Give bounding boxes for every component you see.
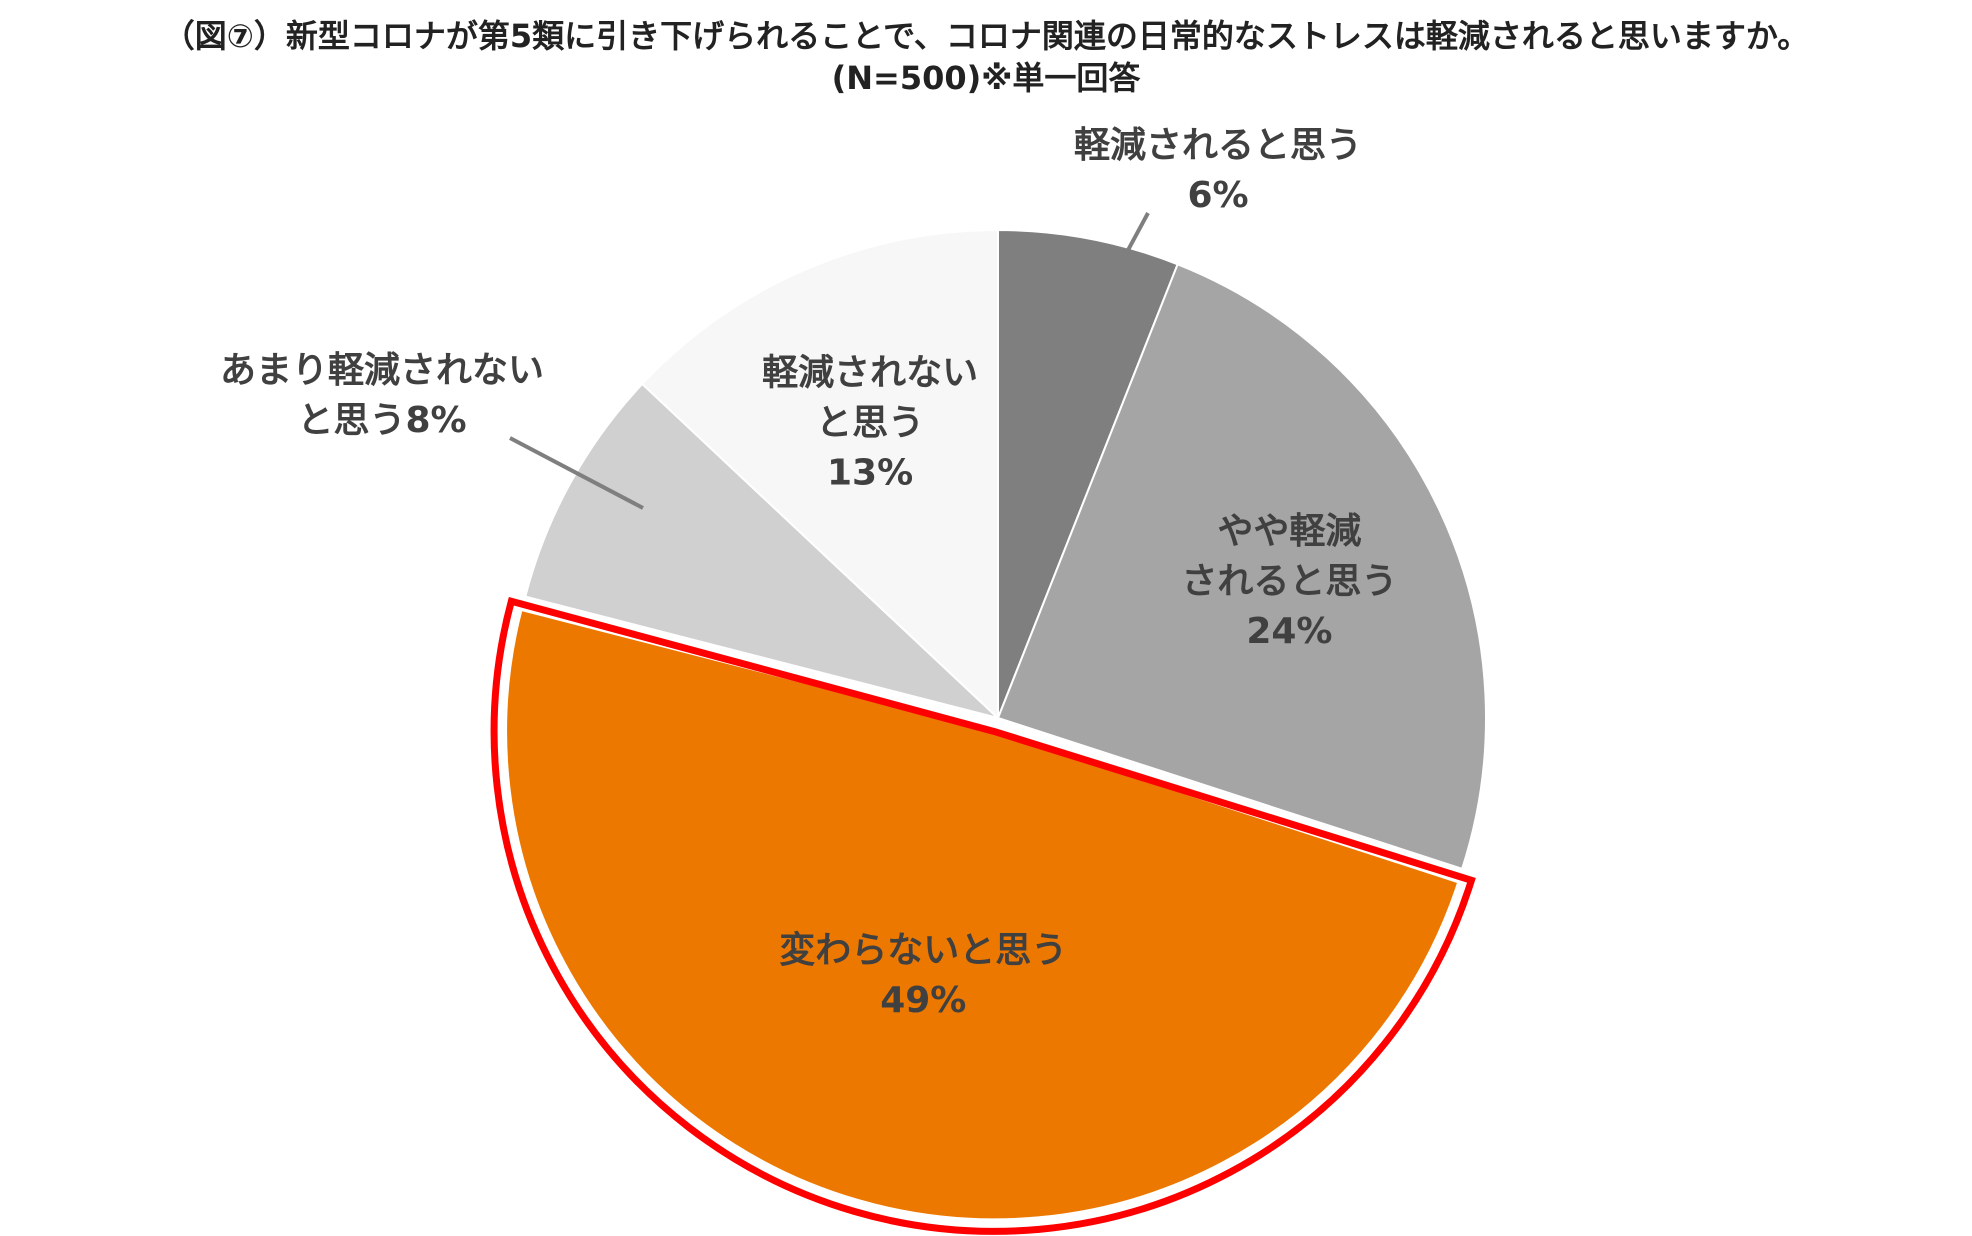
pie-slices (505, 228, 1487, 1221)
slice-label-line: 6% (1187, 175, 1248, 216)
chart-title: （図⑦）新型コロナが第5類に引き下げられることで、コロナ関連の日常的なストレスは… (162, 17, 1810, 55)
slice-label-line: と思う8% (297, 400, 466, 441)
slice-label-line: 13% (827, 452, 913, 493)
pie-slice-not-reduced (640, 228, 999, 721)
slice-label-line: 変わらないと思う (779, 929, 1067, 971)
slice-label-not-very-reduced: あまり軽減されないと思う8% (220, 350, 544, 441)
slice-labels: 軽減されると思う 6% やや軽減されると思う 24% 変わらないと思う 49% あまり軽減さ… (220, 125, 1397, 1021)
slice-label-line: と思う (816, 402, 924, 443)
pie-slice-unchanged (505, 608, 1460, 1221)
slice-label-unchanged: 変わらないと思う 49% (779, 929, 1067, 1021)
slice-label-line: 軽減されない (762, 352, 978, 393)
slice-label-line: されると思う (1181, 561, 1397, 602)
highlight-outline (490, 597, 1476, 1235)
leader-line-reduced (1083, 212, 1150, 331)
slice-label-line: 軽減されると思う (1074, 125, 1362, 166)
pie-slice-reduced (997, 228, 1179, 719)
slice-label-somewhat-reduced: やや軽減されると思う 24% (1181, 511, 1397, 652)
pie-slice-not-very-reduced (524, 382, 999, 719)
slice-label-not-reduced: 軽減されないと思う 13% (762, 352, 978, 493)
slice-label-line: 49% (880, 980, 966, 1021)
highlight-border-unchanged (490, 597, 1476, 1235)
pie-slice-somewhat-reduced (996, 262, 1487, 871)
slice-label-line: やや軽減 (1217, 511, 1361, 552)
leader-lines (509, 212, 1150, 510)
slice-label-line: 24% (1246, 611, 1332, 652)
slice-label-line: あまり軽減されない (220, 350, 544, 391)
chart-subtitle: (N=500)※単一回答 (831, 59, 1141, 97)
leader-line-not-very-reduced (509, 436, 644, 510)
slice-label-reduced: 軽減されると思う 6% (1074, 125, 1362, 216)
